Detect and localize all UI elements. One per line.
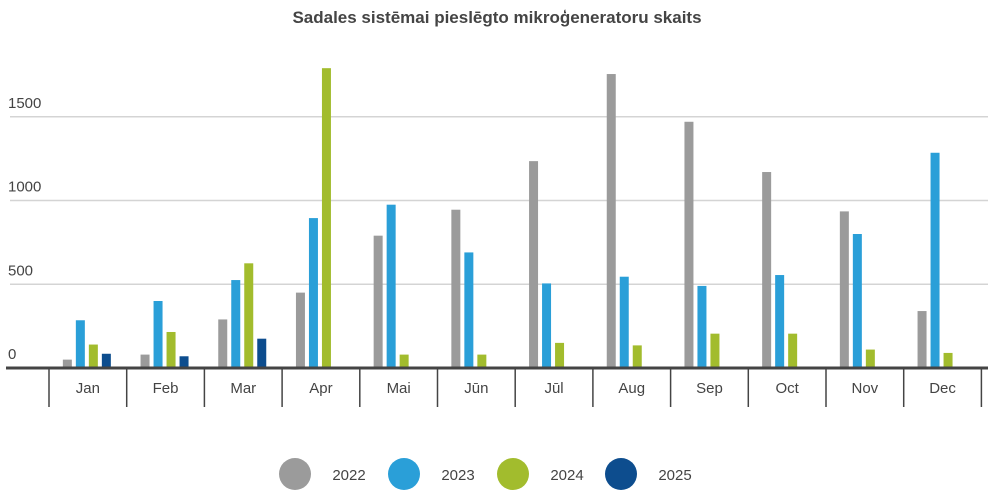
x-tick-label: Jan [76, 380, 100, 397]
y-tick-label: 0 [8, 346, 16, 363]
bar-2024-Apr [321, 68, 331, 369]
bar-2023-Mar [231, 280, 241, 368]
bar-2025-Feb [179, 356, 189, 368]
y-axis-labels: 0 500 1000 1500 [8, 95, 41, 363]
bar-2022-Sep [684, 121, 694, 369]
bar-2025-Jan [101, 353, 111, 368]
legend: 2022 2023 2024 2025 [279, 458, 692, 490]
bar-2023-Oct [775, 275, 785, 368]
legend-label-2025: 2025 [658, 467, 691, 484]
bar-2022-Feb [140, 354, 150, 368]
gridlines [10, 116, 988, 285]
legend-swatch-2024 [497, 458, 529, 490]
bar-2024-Jan [88, 344, 98, 368]
bar-2022-Oct [762, 172, 772, 368]
bar-2022-Aug [606, 74, 616, 368]
bar-2024-Mai [399, 354, 409, 368]
bar-2023-Aug [619, 276, 629, 368]
bar-2024-Jūn [477, 354, 487, 368]
bar-2023-Jūl [542, 283, 552, 368]
bar-2023-Jūn [464, 252, 474, 368]
bar-2023-Mai [386, 204, 396, 368]
bar-2022-Dec [917, 311, 927, 368]
legend-label-2022: 2022 [332, 467, 365, 484]
bar-2023-Nov [852, 234, 862, 368]
bar-2024-Sep [710, 333, 720, 368]
y-tick-label: 1000 [8, 179, 41, 196]
bar-2023-Dec [930, 152, 940, 368]
x-tick-label: Jūn [464, 380, 488, 397]
x-tick-label: Feb [153, 380, 179, 397]
y-tick-label: 500 [8, 262, 33, 279]
x-tick-label: Apr [309, 380, 332, 397]
legend-swatch-2023 [388, 458, 420, 490]
legend-swatch-2022 [279, 458, 311, 490]
bar-2024-Jūl [555, 342, 565, 368]
x-tick-label: Mar [230, 380, 256, 397]
bar-2022-Mar [218, 319, 228, 368]
bar-2022-Nov [839, 211, 849, 368]
bar-2022-Jan [62, 359, 72, 368]
y-tick-label: 1500 [8, 95, 41, 112]
x-tick-label: Mai [387, 380, 411, 397]
bar-2022-Jūl [529, 161, 539, 368]
chart-title: Sadales sistēmai pieslēgto mikroģenerato… [292, 8, 702, 27]
bar-2024-Aug [632, 345, 642, 368]
bar-2022-Jūn [451, 209, 461, 368]
bar-2023-Sep [697, 285, 707, 368]
x-tick-label: Oct [775, 380, 799, 397]
bar-2024-Mar [244, 263, 254, 368]
bar-2022-Apr [295, 292, 305, 368]
bars [62, 68, 953, 369]
bar-2023-Apr [308, 218, 318, 368]
x-tick-label: Sep [696, 380, 723, 397]
bar-2024-Oct [788, 333, 798, 368]
bar-2022-Mai [373, 235, 383, 368]
x-tick-label: Nov [852, 380, 879, 397]
x-tick-label: Dec [929, 380, 956, 397]
legend-swatch-2025 [605, 458, 637, 490]
x-axis: Jan Feb Mar Apr Mai Jūn Jūl Aug Sep Oct Nov Dec [6, 366, 988, 407]
bar-2024-Nov [865, 349, 875, 368]
bar-2024-Feb [166, 331, 176, 368]
bar-2023-Feb [153, 301, 163, 368]
legend-label-2024: 2024 [550, 467, 583, 484]
bar-2023-Jan [75, 320, 85, 368]
x-tick-label: Aug [618, 380, 645, 397]
bar-2025-Mar [257, 338, 267, 368]
x-tick-label: Jūl [544, 380, 563, 397]
bar-2024-Dec [943, 352, 953, 368]
legend-label-2023: 2023 [441, 467, 474, 484]
